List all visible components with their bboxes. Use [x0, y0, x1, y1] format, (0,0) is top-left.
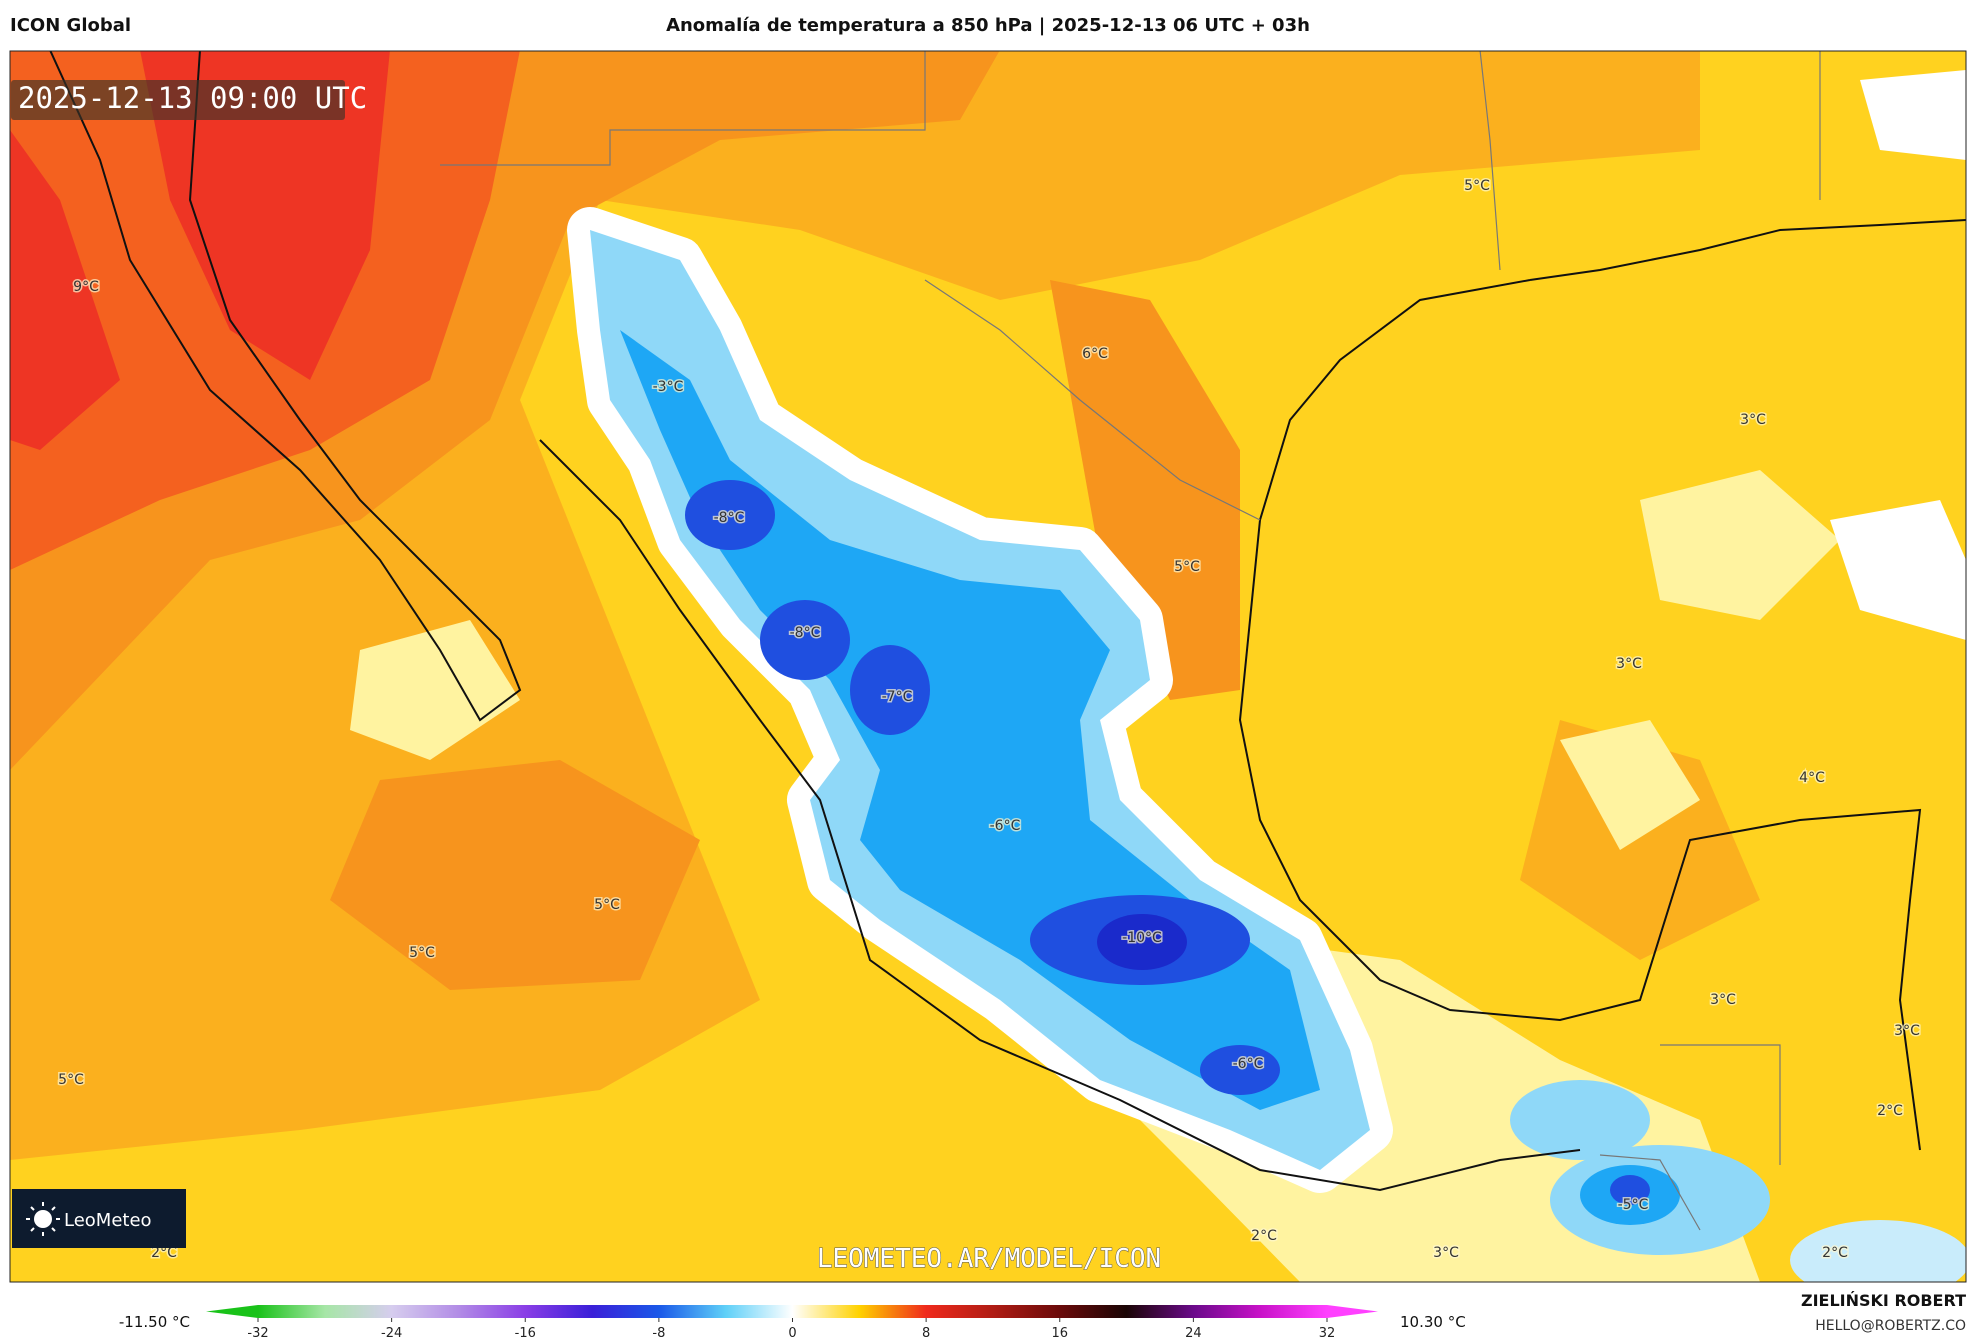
colorbar-tick-label: 32 [1319, 1326, 1336, 1339]
logo-text: LeoMeteo [64, 1210, 152, 1231]
map [10, 51, 1966, 1282]
author: ZIELIŃSKI ROBERT [1801, 1291, 1966, 1310]
temperature-label: 4°C [1799, 770, 1825, 786]
map-labels: 9°C 5°C -3°C 6°C 3°C -8°C 5°C -8°C 3°C -7°C 4°C -6°… [57, 177, 1922, 1263]
temperature-label: 3°C [1740, 412, 1766, 428]
temperature-label: 2°C [1877, 1103, 1903, 1119]
logo-sun [34, 1210, 52, 1228]
temperature-label: 3°C [1616, 656, 1642, 672]
timestamp: 2025-12-13 09:00 UTC [18, 81, 367, 115]
temperature-label: -5°C [1618, 1197, 1649, 1213]
email: HELLO@ROBERTZ.CO [1815, 1318, 1966, 1334]
colorbar-high-end [1327, 1305, 1378, 1318]
temperature-label: -7°C [882, 689, 913, 705]
temperature-label: 5°C [594, 897, 620, 913]
temperature-label: 5°C [409, 945, 435, 961]
temperature-label: 2°C [151, 1245, 177, 1261]
colorbar-low-end [206, 1305, 258, 1318]
timestamp-box [11, 80, 345, 120]
colorbar: -32 -24 -16 -8 0 8 16 24 32 [206, 1305, 1378, 1339]
colorbar-gradient [258, 1305, 1327, 1318]
colorbar-tick-label: -32 [247, 1326, 268, 1339]
temperature-label: 3°C [1433, 1245, 1459, 1261]
colorbar-tick-label: 8 [922, 1326, 930, 1339]
map-title: Anomalía de temperatura a 850 hPa | 2025… [666, 15, 1310, 36]
colorbar-tick-label: 16 [1051, 1326, 1068, 1339]
colorbar-min: -11.50 °C [119, 1313, 190, 1331]
model-name: ICON Global [10, 15, 131, 36]
temperature-label: -8°C [714, 510, 745, 526]
temperature-label: -3°C [653, 379, 684, 395]
colorbar-tick-label: 0 [788, 1326, 796, 1339]
temperature-label: 5°C [1464, 178, 1490, 194]
colorbar-max: 10.30 °C [1400, 1313, 1466, 1331]
temperature-label: 6°C [1082, 346, 1108, 362]
temperature-label: 3°C [1710, 992, 1736, 1008]
temperature-label: -6°C [990, 818, 1021, 834]
temperature-label: 5°C [58, 1072, 84, 1088]
logo-rays [26, 1202, 60, 1236]
temperature-label: 2°C [1822, 1245, 1848, 1261]
temperature-label: 3°C [1894, 1023, 1920, 1039]
colorbar-tick-label: -16 [515, 1326, 536, 1339]
colorbar-tick-label: 24 [1185, 1326, 1202, 1339]
temperature-label: -8°C [790, 625, 821, 641]
temperature-label: -6°C [1233, 1056, 1264, 1072]
temperature-label: -10°C [1122, 930, 1162, 946]
colorbar-tick-label: -8 [652, 1326, 665, 1339]
temperature-label: 5°C [1174, 559, 1200, 575]
colorbar-tick-label: -24 [381, 1326, 402, 1339]
temperature-label: 2°C [1251, 1228, 1277, 1244]
watermark: LEOMETEO.AR/MODEL/ICON [817, 1244, 1161, 1274]
temperature-label: 9°C [73, 279, 99, 295]
